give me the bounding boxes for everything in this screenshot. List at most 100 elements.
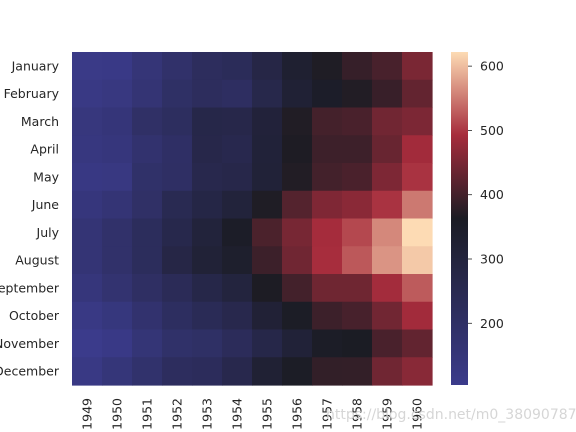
heatmap-cell xyxy=(402,218,433,247)
x-tick-label: 1958 xyxy=(350,398,365,430)
heatmap-cell xyxy=(162,274,193,303)
colorbar xyxy=(451,52,468,385)
heatmap-cell xyxy=(192,79,223,109)
heatmap-cell xyxy=(72,107,103,136)
x-tick-label: 1953 xyxy=(200,398,215,430)
heatmap-cell xyxy=(402,79,433,109)
heatmap-cell xyxy=(132,274,163,303)
y-tick-label: August xyxy=(15,253,59,268)
heatmap-cell xyxy=(162,135,193,164)
heatmap-cell xyxy=(222,135,253,164)
heatmap-cells xyxy=(72,52,433,386)
heatmap-cell xyxy=(312,190,343,220)
heatmap-cell xyxy=(132,107,163,136)
heatmap-cell xyxy=(402,107,433,136)
heatmap-cell xyxy=(402,163,433,192)
heatmap-cell xyxy=(312,79,343,109)
heatmap-cell xyxy=(222,329,253,358)
heatmap-cell xyxy=(402,246,433,275)
heatmap-cell xyxy=(282,190,313,220)
heatmap-cell xyxy=(312,52,343,81)
heatmap-cell xyxy=(282,79,313,109)
heatmap-cell xyxy=(192,107,223,136)
heatmap-cell xyxy=(312,274,343,303)
watermark-text: https://blog.csdn.net/m0_38090787 xyxy=(326,407,576,423)
colorbar-tick-label: 500 xyxy=(480,123,504,138)
heatmap-cell xyxy=(132,52,163,81)
heatmap-cell xyxy=(342,274,373,303)
heatmap-cell xyxy=(132,357,163,386)
heatmap-cell xyxy=(132,246,163,275)
heatmap-cell xyxy=(312,107,343,136)
heatmap-cell xyxy=(192,135,223,164)
heatmap-cell xyxy=(402,329,433,358)
heatmap-cell xyxy=(252,135,283,164)
x-tick-label: 1955 xyxy=(260,398,275,430)
heatmap-cell xyxy=(342,329,373,358)
heatmap-cell xyxy=(162,218,193,247)
heatmap-cell xyxy=(282,301,313,331)
heatmap-cell xyxy=(162,52,193,81)
heatmap-cell xyxy=(252,274,283,303)
heatmap-cell xyxy=(282,107,313,136)
heatmap-cell xyxy=(282,329,313,358)
heatmap-cell xyxy=(372,218,403,247)
heatmap-cell xyxy=(192,301,223,331)
colorbar-tick-label: 200 xyxy=(480,316,504,331)
x-tick-label: 1959 xyxy=(380,398,395,430)
heatmap-cell xyxy=(282,135,313,164)
heatmap-cell xyxy=(132,135,163,164)
heatmap-cell xyxy=(162,107,193,136)
heatmap-cell xyxy=(342,246,373,275)
heatmap-cell xyxy=(102,79,133,109)
heatmap-cell xyxy=(162,246,193,275)
heatmap-cell xyxy=(222,357,253,386)
heatmap-cell xyxy=(102,218,133,247)
heatmap-cell xyxy=(102,357,133,386)
heatmap-cell xyxy=(192,329,223,358)
heatmap-cell xyxy=(162,301,193,331)
heatmap-cell xyxy=(102,107,133,136)
heatmap-cell xyxy=(72,79,103,109)
heatmap-cell xyxy=(402,357,433,386)
x-tick-label: 1956 xyxy=(290,398,305,430)
y-tick-label: October xyxy=(9,308,60,323)
heatmap-cell xyxy=(192,163,223,192)
x-tick-label: 1960 xyxy=(410,398,425,430)
x-tick-label: 1949 xyxy=(80,398,95,430)
heatmap-cell xyxy=(102,163,133,192)
heatmap-cell xyxy=(372,79,403,109)
heatmap-cell xyxy=(372,52,403,81)
heatmap-cell xyxy=(282,246,313,275)
heatmap-cell xyxy=(132,79,163,109)
y-tick-label: July xyxy=(36,225,60,240)
heatmap-cell xyxy=(72,274,103,303)
heatmap-cell xyxy=(72,301,103,331)
y-tick-label: May xyxy=(33,169,59,184)
y-tick-label: January xyxy=(11,58,60,73)
heatmap-cell xyxy=(192,190,223,220)
y-tick-labels: January February March April May June July Augu… xyxy=(0,58,60,378)
heatmap-cell xyxy=(192,218,223,247)
heatmap-cell xyxy=(222,79,253,109)
heatmap-cell xyxy=(252,329,283,358)
heatmap-cell xyxy=(252,190,283,220)
heatmap-cell xyxy=(372,329,403,358)
heatmap-cell xyxy=(252,218,283,247)
heatmap-cell xyxy=(372,301,403,331)
heatmap-cell xyxy=(402,190,433,220)
heatmap-cell xyxy=(252,246,283,275)
heatmap-cell xyxy=(342,79,373,109)
heatmap-cell xyxy=(402,274,433,303)
heatmap-cell xyxy=(402,52,433,81)
x-tick-label: 1952 xyxy=(170,398,185,430)
heatmap-cell xyxy=(402,301,433,331)
heatmap-cell xyxy=(132,163,163,192)
heatmap-cell xyxy=(252,52,283,81)
heatmap-cell xyxy=(222,52,253,81)
colorbar-tick-label: 600 xyxy=(480,59,504,74)
heatmap-cell xyxy=(192,246,223,275)
heatmap-cell xyxy=(402,135,433,164)
heatmap-cell xyxy=(282,163,313,192)
heatmap-cell xyxy=(102,329,133,358)
